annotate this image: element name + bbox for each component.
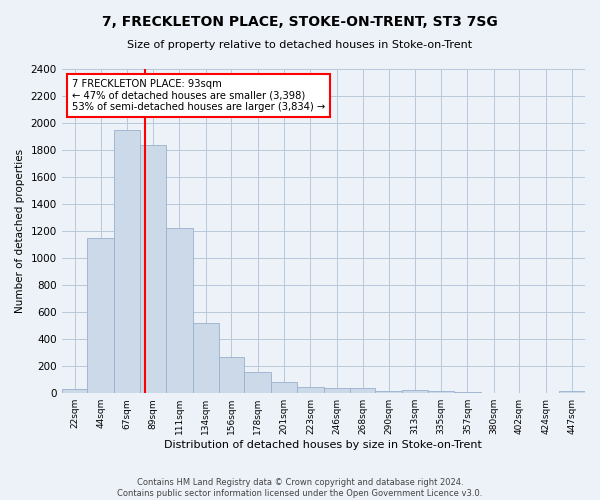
Bar <box>350 388 376 393</box>
Bar <box>140 144 166 393</box>
Text: 7 FRECKLETON PLACE: 93sqm
← 47% of detached houses are smaller (3,398)
53% of se: 7 FRECKLETON PLACE: 93sqm ← 47% of detac… <box>72 78 325 112</box>
Bar <box>532 392 559 393</box>
Y-axis label: Number of detached properties: Number of detached properties <box>15 149 25 313</box>
Bar <box>271 382 297 393</box>
Bar <box>559 390 585 393</box>
Bar <box>403 390 428 393</box>
Text: 7, FRECKLETON PLACE, STOKE-ON-TRENT, ST3 7SG: 7, FRECKLETON PLACE, STOKE-ON-TRENT, ST3… <box>102 15 498 29</box>
X-axis label: Distribution of detached houses by size in Stoke-on-Trent: Distribution of detached houses by size … <box>164 440 482 450</box>
Bar <box>428 391 454 393</box>
Bar <box>297 387 324 393</box>
Bar <box>218 358 244 393</box>
Text: Contains HM Land Registry data © Crown copyright and database right 2024.
Contai: Contains HM Land Registry data © Crown c… <box>118 478 482 498</box>
Bar <box>244 372 271 393</box>
Bar <box>454 392 481 393</box>
Bar <box>88 238 115 393</box>
Bar <box>166 228 193 393</box>
Bar <box>376 390 403 393</box>
Bar <box>62 389 88 393</box>
Bar <box>193 323 218 393</box>
Bar <box>506 392 532 393</box>
Bar <box>481 392 506 393</box>
Bar <box>324 388 350 393</box>
Bar <box>115 130 140 393</box>
Text: Size of property relative to detached houses in Stoke-on-Trent: Size of property relative to detached ho… <box>127 40 473 50</box>
